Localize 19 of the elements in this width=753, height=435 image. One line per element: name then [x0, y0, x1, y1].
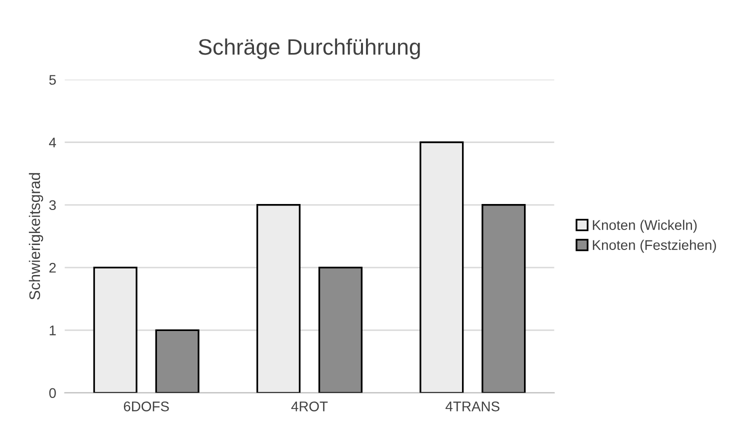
legend-label: Knoten (Festziehen) — [592, 240, 716, 253]
y-tick-label: 5 — [49, 75, 56, 85]
bar — [155, 329, 200, 393]
bar — [482, 204, 526, 393]
bar — [318, 266, 363, 393]
chart-title: Schräge Durchführung — [198, 38, 420, 60]
x-tick-label: 4ROT — [291, 402, 328, 412]
y-tick-label: 4 — [49, 138, 56, 148]
bar — [256, 204, 301, 393]
bar — [420, 141, 464, 393]
legend-label: Knoten (Wickeln) — [592, 220, 697, 233]
bar — [93, 266, 138, 393]
y-tick-label: 3 — [49, 200, 56, 210]
x-tick-label: 6DOFS — [124, 402, 169, 412]
y-tick-label: 2 — [49, 262, 56, 273]
x-tick-label: 4TRANS — [446, 402, 500, 412]
y-axis-title: Schwierigkeitsgrad — [28, 173, 44, 300]
y-tick-label: 1 — [50, 326, 56, 336]
y-tick-label: 0 — [49, 388, 56, 398]
